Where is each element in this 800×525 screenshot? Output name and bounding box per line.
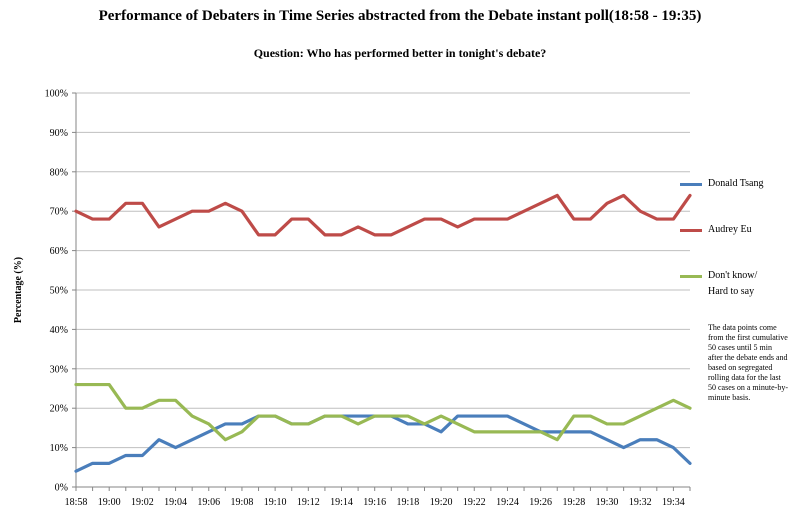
y-tick-label: 0% bbox=[55, 483, 68, 494]
y-tick-label: 100% bbox=[45, 89, 68, 100]
series-line-don-t-know-hard-to-say bbox=[74, 382, 692, 442]
chart-footnote: The data points come from the first cumu… bbox=[708, 323, 788, 402]
x-tick-label: 19:16 bbox=[363, 497, 386, 508]
legend-swatch-dont-know bbox=[680, 275, 702, 278]
legend-label-donald-tsang: Donald Tsang bbox=[708, 178, 764, 189]
x-tick-label: 19:24 bbox=[496, 497, 519, 508]
y-tick-label: 60% bbox=[50, 246, 68, 257]
x-tick-label: 19:32 bbox=[629, 497, 652, 508]
x-tick-label: 19:10 bbox=[264, 497, 287, 508]
x-tick-label: 19:20 bbox=[430, 497, 453, 508]
legend-label-dont-know-line2: Hard to say bbox=[708, 286, 755, 297]
legend-item-dont-know: Don't know/ Hard to say bbox=[680, 268, 758, 300]
x-tick-label: 19:18 bbox=[397, 497, 420, 508]
chart-subtitle: Question: Who has performed better in to… bbox=[253, 46, 547, 60]
x-tick-label: 19:08 bbox=[231, 497, 254, 508]
x-tick-label: 19:28 bbox=[562, 497, 585, 508]
x-tick-label: 19:12 bbox=[297, 497, 320, 508]
gridlines bbox=[76, 92, 690, 449]
series-line-donald-tsang bbox=[74, 414, 692, 473]
legend-swatch-donald-tsang bbox=[680, 183, 702, 186]
legend-item-audrey-eu: Audrey Eu bbox=[680, 222, 752, 238]
axes: 0% 10% 20% 30% 40% 50% 60% 70% 80% 90% 100% 18:58 19… bbox=[45, 89, 691, 508]
x-tick-label: 19:34 bbox=[662, 497, 685, 508]
y-tick-label: 80% bbox=[50, 167, 68, 178]
x-tick-label: 19:30 bbox=[596, 497, 619, 508]
x-tick-label: 19:04 bbox=[164, 497, 187, 508]
y-tick-label: 90% bbox=[50, 128, 68, 139]
y-tick-label: 40% bbox=[50, 325, 68, 336]
y-tick-label: 20% bbox=[50, 404, 68, 415]
legend-label-dont-know-line1: Don't know/ bbox=[708, 270, 758, 281]
x-tick-label: 19:06 bbox=[197, 497, 220, 508]
x-tick-label: 19:22 bbox=[463, 497, 486, 508]
x-tick-label: 19:26 bbox=[529, 497, 552, 508]
y-axis-label: Percentage (%) bbox=[13, 257, 24, 323]
y-tick-label: 70% bbox=[50, 207, 68, 218]
y-tick-label: 10% bbox=[50, 443, 68, 454]
chart-title: Performance of Debaters in Time Series a… bbox=[98, 8, 702, 24]
x-tick-label: 19:02 bbox=[131, 497, 154, 508]
series-lines bbox=[74, 193, 692, 473]
legend-label-audrey-eu: Audrey Eu bbox=[708, 224, 752, 235]
x-tick-label: 19:00 bbox=[98, 497, 121, 508]
series-line-audrey-eu bbox=[74, 193, 692, 237]
legend-swatch-audrey-eu bbox=[680, 229, 702, 232]
x-tick-label: 19:14 bbox=[330, 497, 353, 508]
y-tick-label: 50% bbox=[50, 286, 68, 297]
legend-item-donald-tsang: Donald Tsang bbox=[680, 176, 764, 192]
y-tick-label: 30% bbox=[50, 364, 68, 375]
x-tick-label: 18:58 bbox=[65, 497, 88, 508]
